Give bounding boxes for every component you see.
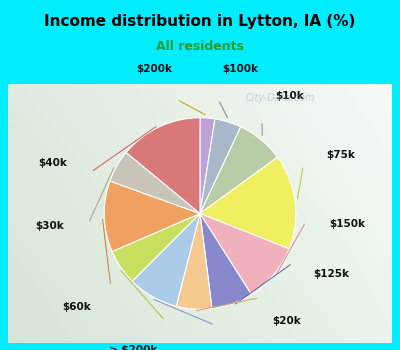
Text: > $200k: > $200k [109,344,158,350]
Text: $20k: $20k [272,316,301,326]
Text: $60k: $60k [62,302,91,312]
Wedge shape [104,181,200,252]
Wedge shape [110,153,200,214]
Text: $200k: $200k [136,64,172,75]
Wedge shape [200,214,289,294]
Text: $10k: $10k [276,91,304,100]
Text: Income distribution in Lytton, IA (%): Income distribution in Lytton, IA (%) [44,14,356,29]
Wedge shape [200,127,278,214]
Text: City-Data.com: City-Data.com [245,93,315,103]
Wedge shape [126,118,200,214]
Wedge shape [132,214,200,306]
Wedge shape [200,119,241,214]
Wedge shape [200,118,215,214]
Text: All residents: All residents [156,40,244,53]
Text: $75k: $75k [326,150,355,160]
Text: $100k: $100k [222,64,258,75]
Wedge shape [112,214,200,281]
Wedge shape [200,214,251,308]
Text: $40k: $40k [38,158,67,168]
Wedge shape [200,157,296,249]
Wedge shape [176,214,212,309]
Text: $30k: $30k [35,220,64,231]
Text: $150k: $150k [329,219,365,229]
Text: $125k: $125k [313,269,349,279]
